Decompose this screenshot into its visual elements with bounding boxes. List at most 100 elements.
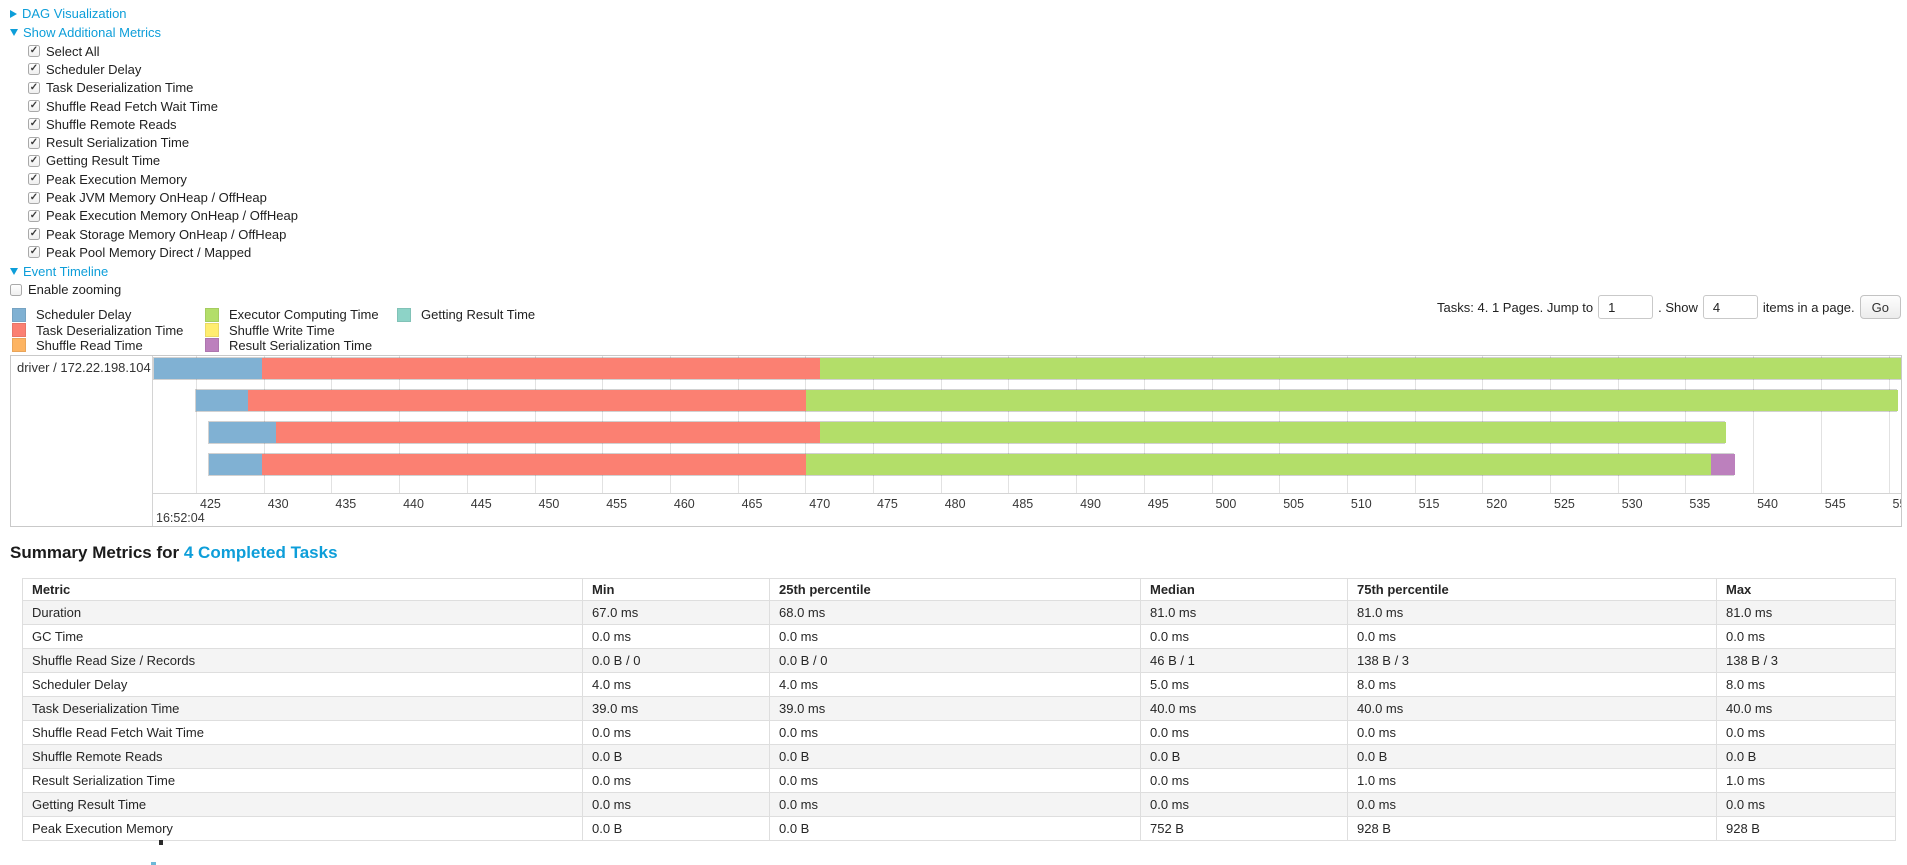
show-additional-metrics-toggle[interactable]: Show Additional Metrics	[10, 23, 298, 42]
summary-value-cell: 67.0 ms	[582, 600, 770, 625]
axis-tick-label: 550	[1892, 497, 1902, 511]
legend-entry: Task Deserialization Time	[12, 322, 183, 338]
axis-tick-label: 505	[1283, 497, 1305, 511]
summary-value-cell: 0.0 ms	[1140, 792, 1348, 817]
legend-entry: Scheduler Delay	[12, 307, 183, 322]
enable-zooming-control[interactable]: Enable zooming	[10, 281, 298, 299]
timeline-task-bar-segment-task-deserialization[interactable]	[261, 454, 807, 475]
metric-checkbox-row[interactable]: Result Serialization Time	[28, 133, 298, 151]
collapsible-sections: DAG Visualization Show Additional Metric…	[10, 4, 298, 299]
timeline-task-bar-segment-scheduler-delay[interactable]	[209, 422, 276, 443]
legend-entry: Shuffle Write Time	[205, 322, 379, 338]
dag-visualization-toggle[interactable]: DAG Visualization	[10, 4, 298, 23]
timeline-task-bar-segment-executor-computing[interactable]	[806, 390, 1898, 411]
metric-checkbox[interactable]	[28, 81, 40, 94]
metric-checkbox-row[interactable]: Peak Storage Memory OnHeap / OffHeap	[28, 225, 298, 243]
summary-col-header: Metric	[22, 578, 583, 601]
timeline-task-bar[interactable]	[194, 389, 1898, 412]
summary-value-cell: 0.0 ms	[582, 768, 770, 793]
timeline-task-bar-segment-scheduler-delay[interactable]	[195, 390, 249, 411]
legend-swatch	[205, 323, 219, 338]
summary-value-cell: 0.0 B / 0	[582, 648, 770, 673]
timeline-task-bar[interactable]	[208, 453, 1736, 476]
axis-tick-label: 525	[1554, 497, 1575, 511]
axis-tick-label: 475	[877, 497, 898, 511]
metric-checkbox[interactable]	[28, 45, 40, 58]
metric-checkbox-row[interactable]: Peak Execution Memory OnHeap / OffHeap	[28, 207, 298, 225]
legend-entry: Result Serialization Time	[205, 338, 379, 353]
timeline-gridline	[196, 356, 197, 493]
summary-value-cell: 8.0 ms	[1347, 672, 1717, 697]
timeline-task-bar-segment-executor-computing[interactable]	[819, 358, 1901, 379]
axis-tick-label: 515	[1418, 497, 1440, 511]
timeline-task-bar-segment-task-deserialization[interactable]	[248, 390, 807, 411]
go-button[interactable]: Go	[1859, 295, 1901, 319]
summary-table-row: Scheduler Delay 4.0 ms 4.0 ms 5.0 ms 8.0 ms 8…	[22, 672, 1896, 697]
metric-checkbox[interactable]	[28, 191, 40, 204]
event-timeline-toggle[interactable]: Event Timeline	[10, 262, 298, 281]
summary-value-cell: 39.0 ms	[769, 696, 1141, 721]
metric-checkbox-label: Peak Execution Memory	[46, 171, 187, 187]
axis-tick-label: 450	[538, 497, 560, 511]
summary-metric-cell: Duration	[22, 600, 583, 625]
metric-checkbox-row[interactable]: Select All	[28, 42, 298, 60]
timeline-task-bar-segment-task-deserialization[interactable]	[275, 422, 820, 443]
summary-metric-cell: Task Deserialization Time	[22, 696, 583, 721]
timeline-task-bar-segment-result-serialization[interactable]	[1710, 454, 1736, 475]
legend-label: Shuffle Read Time	[36, 337, 143, 353]
summary-value-cell: 138 B / 3	[1347, 648, 1717, 673]
enable-zooming-checkbox[interactable]	[10, 283, 22, 296]
metric-checkbox[interactable]	[28, 209, 40, 222]
summary-metric-cell: Shuffle Remote Reads	[22, 744, 583, 769]
timeline-task-bar-segment-scheduler-delay[interactable]	[153, 358, 262, 379]
legend-entry: Executor Computing Time	[205, 307, 379, 322]
summary-metric-cell: Getting Result Time	[22, 792, 583, 817]
timeline-task-bar-segment-scheduler-delay[interactable]	[209, 454, 262, 475]
timeline-task-bar-segment-executor-computing[interactable]	[819, 422, 1726, 443]
metric-checkbox-row[interactable]: Task Deserialization Time	[28, 79, 298, 97]
timeline-x-axis: 425 430 435 440 445 450 455 460 465 470 475 480 485 4…	[153, 493, 1901, 526]
summary-value-cell: 0.0 B	[582, 744, 770, 769]
summary-value-cell: 1.0 ms	[1347, 768, 1717, 793]
metric-checkbox[interactable]	[28, 154, 40, 167]
arrow-expanded-icon	[10, 29, 18, 36]
summary-value-cell: 8.0 ms	[1716, 672, 1896, 697]
metric-checkbox[interactable]	[28, 246, 40, 259]
metric-checkbox-row[interactable]: Getting Result Time	[28, 152, 298, 170]
axis-tick-label: 540	[1757, 497, 1778, 511]
summary-value-cell: 0.0 ms	[1716, 720, 1896, 745]
summary-value-cell: 68.0 ms	[769, 600, 1141, 625]
completed-tasks-link[interactable]: 4 Completed Tasks	[183, 543, 338, 562]
summary-value-cell: 0.0 ms	[769, 624, 1141, 649]
metric-checkbox[interactable]	[28, 63, 40, 76]
metric-checkbox-row[interactable]: Peak JVM Memory OnHeap / OffHeap	[28, 188, 298, 206]
summary-value-cell: 1.0 ms	[1716, 768, 1896, 793]
timeline-task-bar[interactable]	[208, 421, 1726, 444]
metric-checkbox-row[interactable]: Shuffle Remote Reads	[28, 115, 298, 133]
metric-checkbox-row[interactable]: Scheduler Delay	[28, 60, 298, 78]
metric-checkbox-row[interactable]: Shuffle Read Fetch Wait Time	[28, 97, 298, 115]
legend-label: Scheduler Delay	[36, 307, 132, 323]
summary-value-cell: 39.0 ms	[582, 696, 770, 721]
timeline-task-bar[interactable]	[153, 357, 1901, 380]
timeline-task-bar-segment-task-deserialization[interactable]	[262, 358, 820, 379]
metric-checkbox[interactable]	[28, 228, 40, 241]
metric-checkbox[interactable]	[28, 118, 40, 131]
summary-value-cell: 0.0 B / 0	[769, 648, 1141, 673]
metric-checkbox-label: Shuffle Remote Reads	[46, 116, 177, 132]
timeline-task-bar-segment-executor-computing[interactable]	[806, 454, 1711, 475]
timeline-plot-area	[153, 356, 1901, 493]
summary-value-cell: 81.0 ms	[1347, 600, 1717, 625]
metric-checkbox-row[interactable]: Peak Pool Memory Direct / Mapped	[28, 243, 298, 261]
metric-checkbox-row[interactable]: Peak Execution Memory	[28, 170, 298, 188]
metric-checkbox-label: Peak Execution Memory OnHeap / OffHeap	[46, 208, 298, 224]
legend-swatch	[205, 338, 219, 353]
metric-checkbox[interactable]	[28, 100, 40, 113]
metric-checkbox[interactable]	[28, 173, 40, 186]
timeline-group-column: driver / 172.22.198.104	[11, 356, 153, 526]
page-jump-input[interactable]	[1598, 295, 1654, 319]
page-size-input[interactable]	[1702, 295, 1758, 319]
metric-checkbox[interactable]	[28, 136, 40, 149]
axis-tick-label: 520	[1486, 497, 1508, 511]
